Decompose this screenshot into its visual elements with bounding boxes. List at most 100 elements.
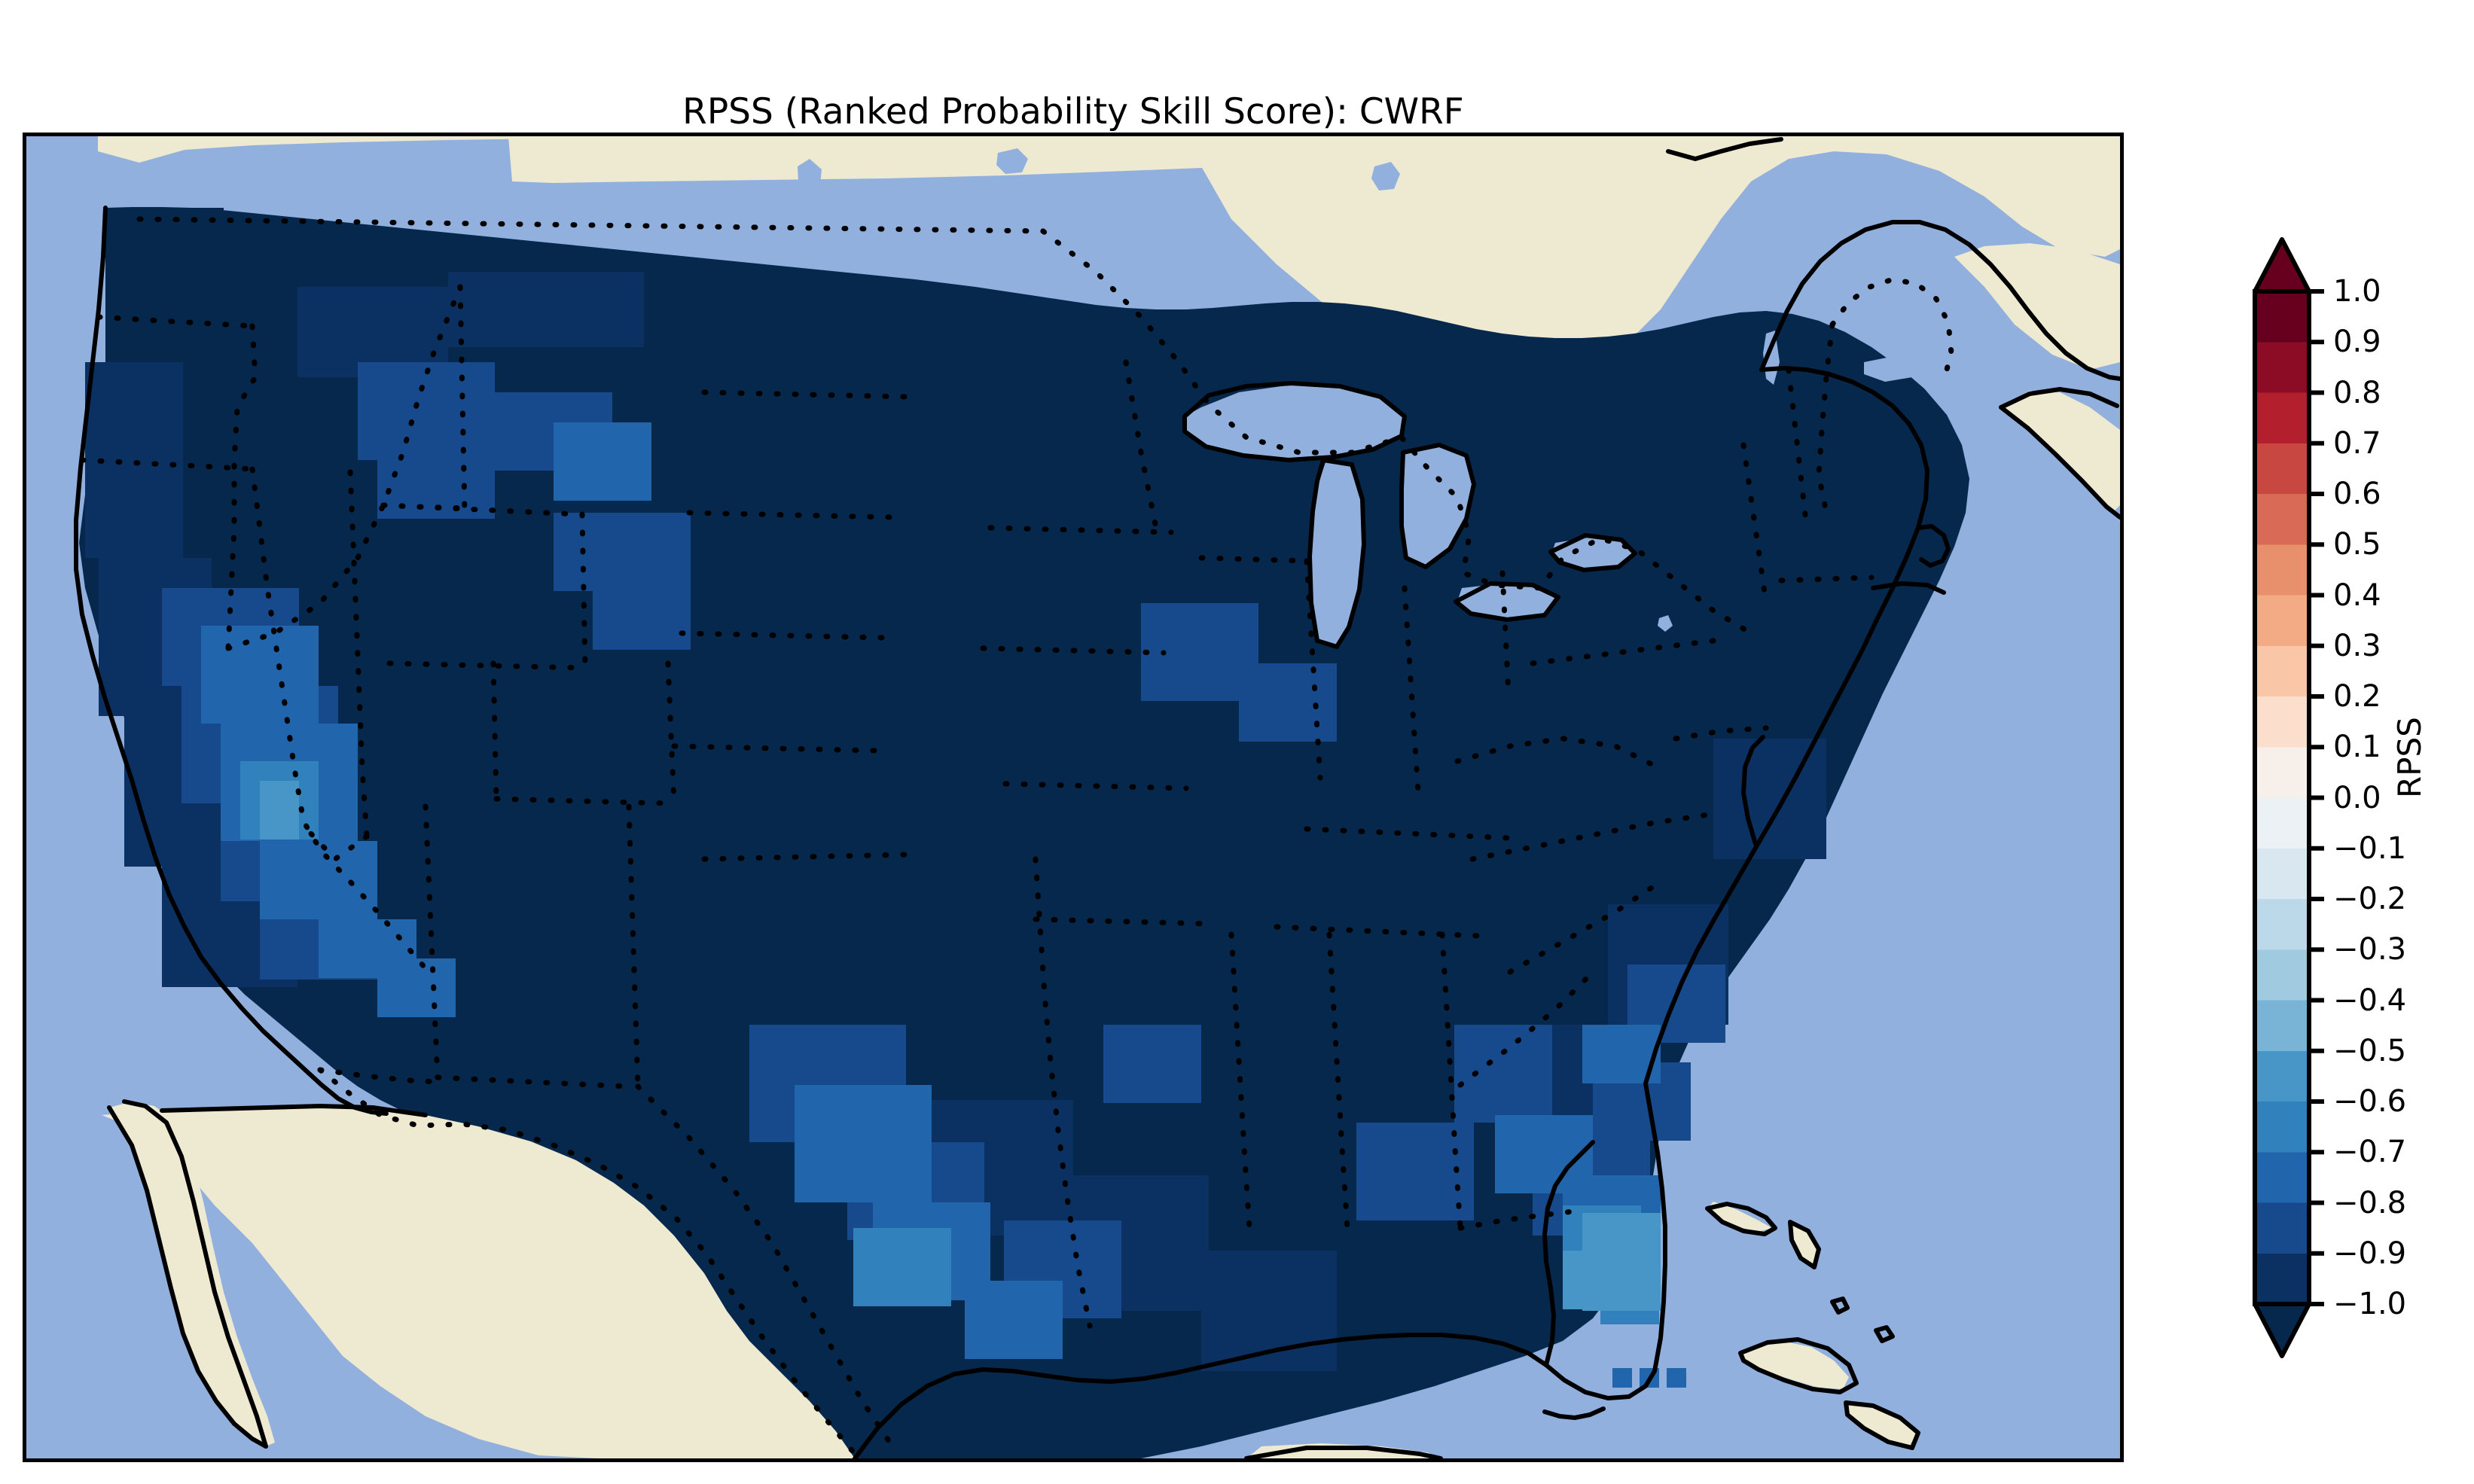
coastline-long-island xyxy=(1871,581,1946,595)
border-mt-wy xyxy=(380,502,468,511)
border-us-mexico xyxy=(317,1067,858,1457)
border-il-in xyxy=(1304,558,1323,781)
border-co-south xyxy=(493,796,671,806)
border-in-oh xyxy=(1402,585,1421,794)
lake-misc-1 xyxy=(1658,615,1673,632)
border-ok-tx xyxy=(701,852,911,862)
border-tn-ms xyxy=(1274,924,1483,939)
border-mn-ia xyxy=(987,525,1174,535)
coastline-small-isle-1 xyxy=(1830,1297,1850,1315)
lake-winnipeg xyxy=(798,159,822,210)
coastline-florida-south xyxy=(1544,1363,1657,1400)
colorbar-tick-label: −0.1 xyxy=(2333,830,2407,866)
border-nv-ut xyxy=(347,469,370,840)
coastline-baja xyxy=(107,1105,268,1449)
coastline-bahamas-2 xyxy=(1788,1220,1821,1269)
coastline-gulf xyxy=(853,1333,1548,1458)
colorbar-tick-label: −0.7 xyxy=(2333,1135,2407,1170)
landmask-bahamas-1 xyxy=(1707,1202,1772,1232)
colorbar-tick-label: −0.4 xyxy=(2333,983,2407,1018)
landmask-yucatan xyxy=(1246,1443,1442,1458)
border-pa-ny xyxy=(1530,638,1716,666)
coastline-florida-keys xyxy=(1542,1406,1606,1420)
border-ky-tn xyxy=(1304,826,1513,841)
border-tx-west xyxy=(635,1083,895,1449)
coastline-canada-north xyxy=(1666,137,1783,161)
colorbar-tick-label: −1.0 xyxy=(2333,1287,2407,1321)
lake-nipigon xyxy=(1371,162,1400,190)
coastline-nova-scotia xyxy=(1999,405,2120,520)
lake-superior xyxy=(1185,385,1405,459)
colorbar-tick-label: −0.8 xyxy=(2333,1185,2407,1220)
coastline-chesapeake xyxy=(1741,735,1765,846)
colorbar-tick-label: 0.6 xyxy=(2333,477,2381,511)
border-ca-nv xyxy=(249,466,432,975)
landmask-nova-scotia xyxy=(2000,391,2120,513)
border-sc-nc xyxy=(1507,879,1664,975)
colorbar-extend-top xyxy=(2253,237,2311,294)
coastline-st-lawrence xyxy=(1759,220,2120,381)
colorbar-tick-label: −0.3 xyxy=(2333,932,2407,967)
coastline-mexico-west xyxy=(160,1104,428,1117)
lake-canada-ne xyxy=(1864,356,1917,382)
border-ga-fl xyxy=(1457,1207,1588,1231)
lake-of-the-woods xyxy=(996,148,1028,174)
border-nm-east xyxy=(626,803,641,1089)
lake-erie xyxy=(1457,584,1555,618)
border-tx-east xyxy=(1033,856,1093,1329)
colorbar-ticks xyxy=(2309,289,2324,1306)
coastline-cape-cod xyxy=(1916,524,1951,568)
border-me-nh xyxy=(1816,321,1835,523)
landmask-hispaniola xyxy=(1849,1401,1917,1446)
border-49th xyxy=(136,216,1046,234)
coastline-lake-erie xyxy=(1454,581,1560,622)
rpss-cells-band-neg50-neg40 xyxy=(260,781,1661,1311)
coastline-pacific xyxy=(74,206,389,1116)
border-sd-ne xyxy=(686,510,895,520)
border-mt-east xyxy=(457,284,468,516)
colorbar-tick-label: 1.0 xyxy=(2333,274,2381,309)
colorbar-tick-label: 0.1 xyxy=(2333,730,2381,765)
border-wy-west xyxy=(380,502,581,517)
map-axes[interactable] xyxy=(23,133,2124,1462)
colorbar-extend-bottom xyxy=(2253,1302,2311,1358)
lake-ontario xyxy=(1552,537,1634,568)
border-wa-or xyxy=(96,314,255,329)
border-ia-mo xyxy=(980,645,1167,656)
coastline-lake-michigan xyxy=(1307,458,1366,649)
coastline-yucatan xyxy=(1244,1446,1443,1458)
border-wi-il xyxy=(1198,555,1310,564)
colorbar-bands xyxy=(2255,291,2309,1304)
border-nv-az xyxy=(304,826,370,863)
border-ar-la xyxy=(1033,916,1212,927)
lake-michigan xyxy=(1311,460,1362,645)
landmask-bahamas-2 xyxy=(1792,1220,1819,1266)
landmask-baja xyxy=(109,1102,275,1446)
map-canvas xyxy=(26,136,2120,1458)
colorbar-tick-label: −0.6 xyxy=(2333,1084,2407,1119)
colorbar-tick-label: −0.2 xyxy=(2333,882,2407,916)
colorbar-tick-label: 0.0 xyxy=(2333,780,2381,815)
landmask-cuba xyxy=(1742,1341,1849,1389)
border-mn-wi xyxy=(1123,359,1159,531)
coastline-atlantic xyxy=(1643,366,1929,1086)
chart-title-line-1: RPSS (Ranked Probability Skill Score): C… xyxy=(682,90,1464,133)
border-nd-sd xyxy=(701,389,911,400)
border-lakes-intl xyxy=(1040,228,1754,636)
border-ks-ok xyxy=(671,743,880,754)
colorbar-tick-label: 0.5 xyxy=(2333,527,2381,562)
border-wy-east xyxy=(579,511,588,671)
border-mo-ar xyxy=(1002,781,1189,791)
colorbar[interactable] xyxy=(2252,233,2324,1363)
coastline-hispaniola xyxy=(1844,1400,1920,1450)
colorbar-tick-label: 0.9 xyxy=(2333,325,2381,360)
border-ne-ks xyxy=(679,630,888,641)
colorbar-tick-label: 0.3 xyxy=(2333,628,2381,663)
border-md-pa xyxy=(1673,725,1769,742)
colorbar-tick-labels: 1.0 0.9 0.8 0.7 0.6 0.5 0.4 0.3 0.2 0.1 … xyxy=(2333,233,2424,1363)
state-borders xyxy=(79,216,1954,1457)
border-va-wv xyxy=(1454,736,1664,772)
colorbar-tick-label: −0.9 xyxy=(2333,1236,2407,1271)
colorbar-tick-label: 0.2 xyxy=(2333,679,2381,714)
